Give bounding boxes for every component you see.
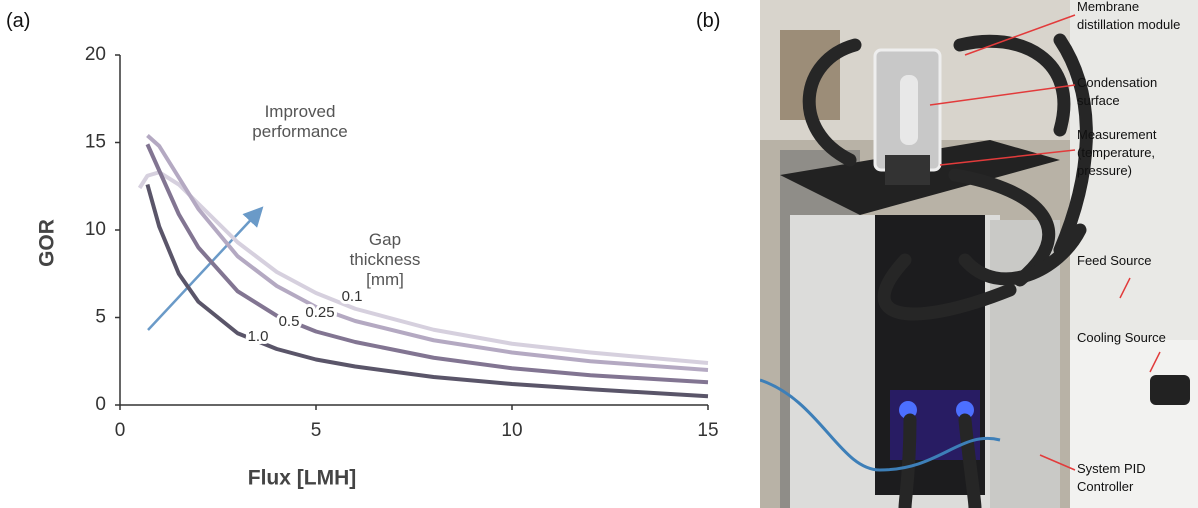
line-label: 0.5 xyxy=(279,313,300,330)
chart: Flux [LMH] GOR 0 5 10 15 20 0 5 10 15 0.1 0.25 0.5 1… xyxy=(36,44,719,490)
y-tick-label: 20 xyxy=(85,44,106,65)
line-label: 0.25 xyxy=(305,304,334,321)
arrow xyxy=(147,206,264,331)
line-label: 0.1 xyxy=(342,288,363,305)
panel-label: (b) xyxy=(696,10,721,32)
series-line xyxy=(146,134,709,372)
y-axis-label: GOR xyxy=(36,219,59,267)
photo-label: Membrane distillation module xyxy=(1077,0,1181,32)
y-tick-label: 15 xyxy=(85,132,106,153)
series-line xyxy=(145,143,709,385)
annotation: Gap thickness [mm] xyxy=(349,230,421,289)
series-line xyxy=(145,183,709,399)
photo-label: Condensation surface xyxy=(1077,75,1158,108)
x-tick-label: 10 xyxy=(501,420,522,441)
y-tick-label: 5 xyxy=(95,307,106,328)
photo-label: System PID Controller xyxy=(1077,461,1146,494)
x-tick-label: 15 xyxy=(697,420,718,441)
x-axis-label: Flux [LMH] xyxy=(248,467,356,490)
photo-label: Feed Source xyxy=(1077,253,1152,268)
y-tick-label: 0 xyxy=(95,394,106,415)
photo-label: Measurement (temperature, pressure) xyxy=(1077,127,1157,178)
annotation: Improved performance xyxy=(252,102,348,141)
x-tick-label: 0 xyxy=(115,420,126,441)
photo-label: Cooling Source xyxy=(1077,330,1166,345)
photo xyxy=(760,0,1198,508)
panel-label: (a) xyxy=(6,10,31,32)
x-tick-label: 5 xyxy=(311,420,322,441)
line-label: 1.0 xyxy=(248,328,269,345)
y-tick-label: 10 xyxy=(85,219,106,240)
